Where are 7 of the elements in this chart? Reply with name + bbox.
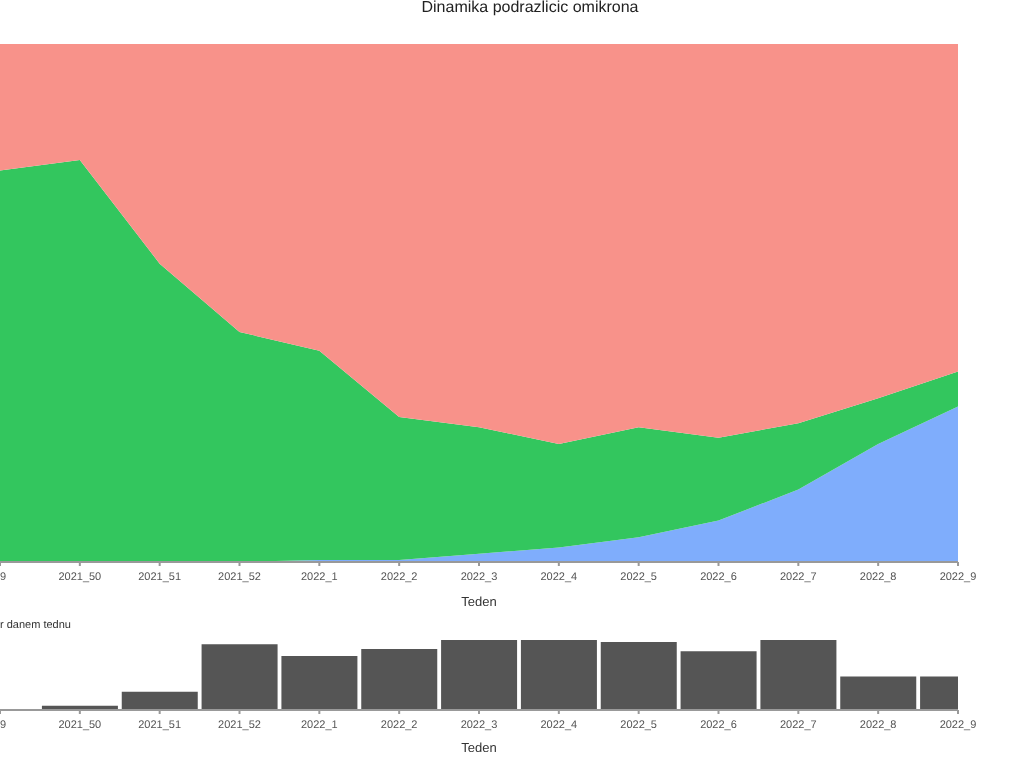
- bar: [520, 640, 597, 710]
- bar: [600, 642, 677, 710]
- chart-title: Dinamika podrazlicic omikrona: [419, 0, 641, 16]
- bar: [121, 691, 198, 710]
- bar: [840, 676, 917, 710]
- bar: [361, 649, 438, 710]
- bar: [441, 640, 518, 710]
